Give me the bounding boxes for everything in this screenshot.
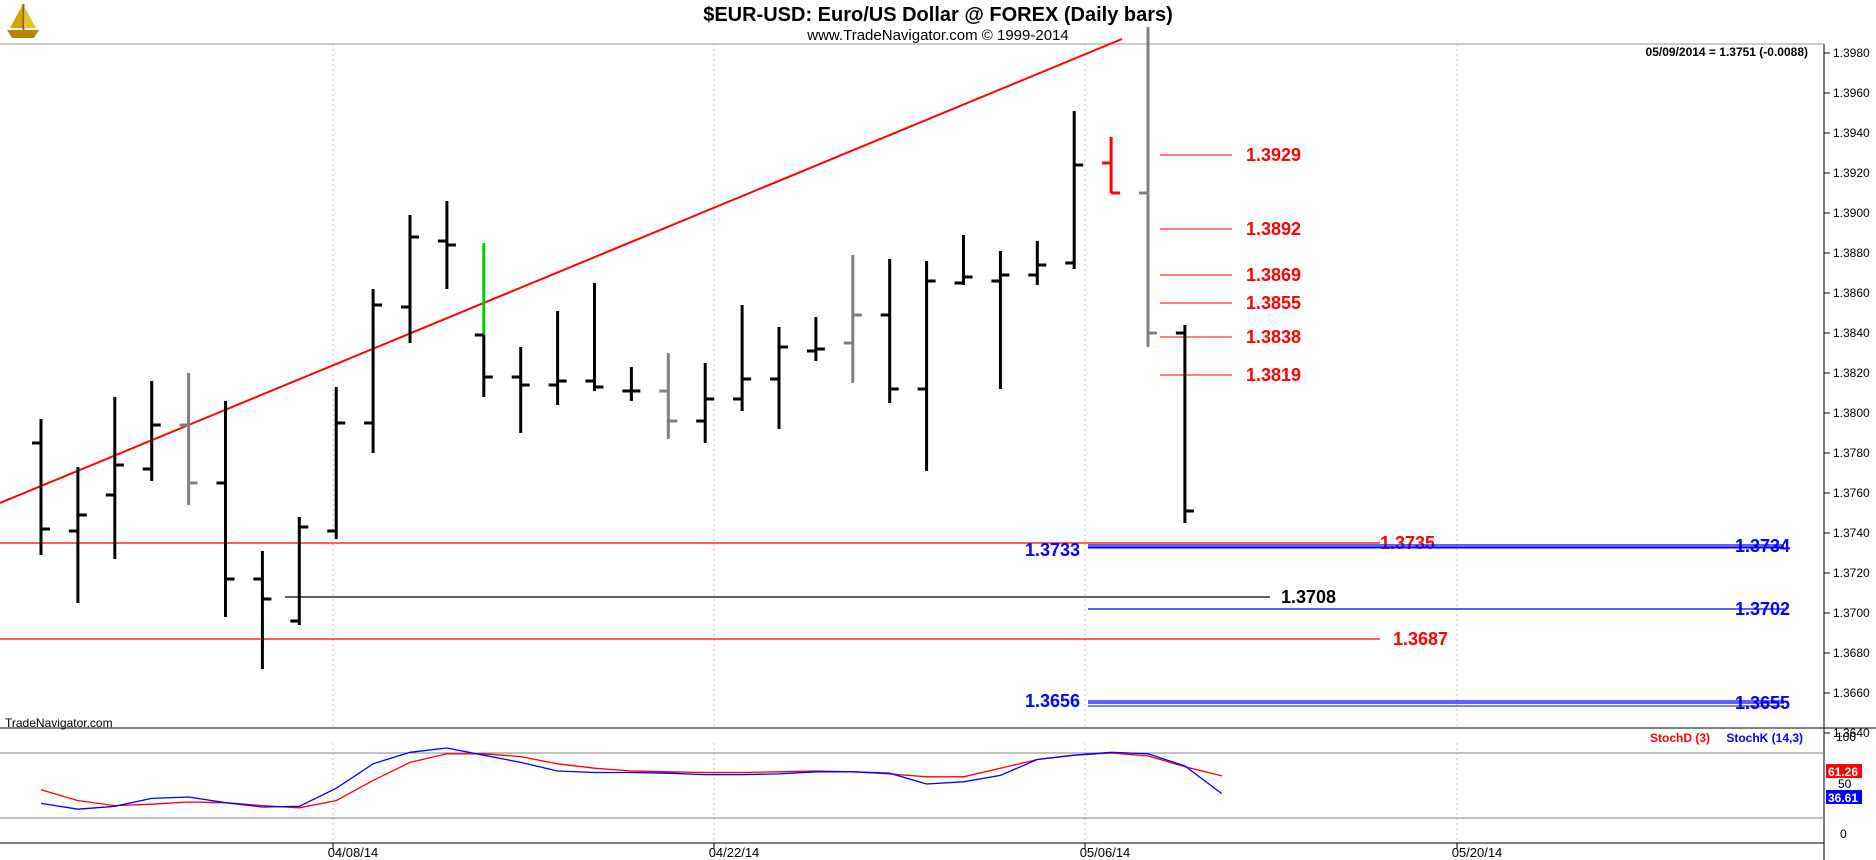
ohlc-bar [105,397,124,559]
ohlc-bar [622,367,641,401]
level-label-1.3702: 1.3702 [1735,599,1790,619]
price-tick-label: 1.3720 [1833,566,1870,580]
stoch-d-value: 61.26 [1828,765,1858,779]
grid-lines [0,44,1824,843]
price-tick-label: 1.3880 [1833,246,1870,260]
stoch-k-legend: StochK (14,3) [1726,731,1803,745]
upper-level-label-1.3892: 1.3892 [1246,219,1301,239]
last-quote: 05/09/2014 = 1.3751 (-0.0088) [1646,45,1808,59]
price-tick-label: 1.3680 [1833,646,1870,660]
stoch-k-line [40,747,1223,810]
level-label-1.3656: 1.3656 [1025,691,1080,711]
price-tick-label: 1.3640 [1833,726,1870,740]
price-tick-label: 1.3980 [1833,46,1870,60]
ohlc-bar [32,419,50,555]
stoch-d-badge [1826,764,1862,778]
ohlc-bar [216,401,235,617]
ohlc-bar [327,387,346,539]
price-tick-label: 1.3960 [1833,86,1870,100]
ohlc-bar [142,381,161,481]
price-tick-label: 1.3860 [1833,286,1870,300]
stochastic-pane [40,747,1223,810]
date-label: 05/06/14 [1080,845,1131,860]
sailboat-logo-icon [4,2,42,40]
ohlc-bar [548,311,567,405]
watermark-text: TradeNavigator.com [5,716,113,730]
upper-level-label-1.3929: 1.3929 [1246,145,1301,165]
ohlc-bar [585,283,604,391]
ohlc-bar [917,261,936,471]
stoch-k-value: 36.61 [1828,791,1858,805]
upper-level-label-1.3838: 1.3838 [1246,327,1301,347]
price-tick-label: 1.3900 [1833,206,1870,220]
price-tick-label: 1.3780 [1833,446,1870,460]
ohlc-bar [364,289,383,453]
price-tick-label: 1.3820 [1833,366,1870,380]
ohlc-bar [954,235,973,285]
price-tick-label: 1.3940 [1833,126,1870,140]
ohlc-bar [253,551,272,669]
ohlc-bar [1102,137,1121,195]
ohlc-bar [733,305,752,411]
level-label-1.3708: 1.3708 [1281,587,1336,607]
level-label-1.3734: 1.3734 [1735,536,1790,556]
level-label-1.3735: 1.3735 [1380,533,1435,553]
ohlc-bar [437,201,456,289]
stoch-d-line [40,752,1222,809]
ohlc-bar [696,363,715,443]
ohlc-bars [32,27,1194,669]
trendline-group [0,38,1123,504]
price-tick-label: 1.3920 [1833,166,1870,180]
upper-level-label-1.3855: 1.3855 [1246,293,1301,313]
ohlc-bar [68,467,87,603]
price-tick-label: 1.3700 [1833,606,1870,620]
level-label-1.3655: 1.3655 [1735,693,1790,713]
ohlc-bar [843,255,862,383]
ohlc-bar [1028,241,1047,285]
price-axis: 1.3640 1.3660 1.3680 1.3700 1.3720 1.3740 1.37… [1824,46,1870,740]
chart-title: $EUR-USD: Euro/US Dollar @ FOREX (Daily … [703,4,1173,26]
level-lines: 1.3735 1.3733 1.3734 1.3708 1.3702 1.3687 1.36… [0,145,1790,713]
price-tick-label: 1.3760 [1833,486,1870,500]
ohlc-bar [290,517,309,625]
price-tick-label: 1.3660 [1833,686,1870,700]
date-axis: 04/08/14 04/22/14 05/06/14 05/20/14 [328,843,1503,860]
stoch-k-badge [1826,790,1862,804]
ohlc-bar [511,347,530,433]
pane-frames [0,43,1876,860]
date-label: 04/08/14 [328,845,379,860]
ohlc-bar [659,353,678,439]
ohlc-bar [1065,111,1084,269]
upper-level-label-1.3819: 1.3819 [1246,365,1301,385]
ohlc-bar [474,243,493,397]
level-label-1.3687: 1.3687 [1393,629,1448,649]
trendline [0,38,1123,504]
ohlc-bar [179,373,198,505]
stoch-tick-100: 100 [1836,730,1856,744]
stoch-tick-50: 50 [1838,777,1852,791]
price-tick-label: 1.3800 [1833,406,1870,420]
chart-subtitle: www.TradeNavigator.com © 1999-2014 [806,27,1068,44]
ohlc-bar [770,327,788,429]
ohlc-bar [880,259,899,403]
upper-level-label-1.3869: 1.3869 [1246,265,1301,285]
price-tick-label: 1.3740 [1833,526,1870,540]
date-label: 05/20/14 [1452,845,1503,860]
ohlc-bar [991,251,1010,389]
date-label: 04/22/14 [709,845,760,860]
ohlc-bar [1175,325,1194,523]
stoch-tick-0: 0 [1840,827,1847,841]
level-label-1.3733: 1.3733 [1025,540,1080,560]
ohlc-bar [401,215,419,343]
ohlc-bar [806,317,825,361]
stoch-d-legend: StochD (3) [1650,731,1710,745]
price-tick-label: 1.3840 [1833,326,1870,340]
ohlc-bar [1139,27,1157,347]
